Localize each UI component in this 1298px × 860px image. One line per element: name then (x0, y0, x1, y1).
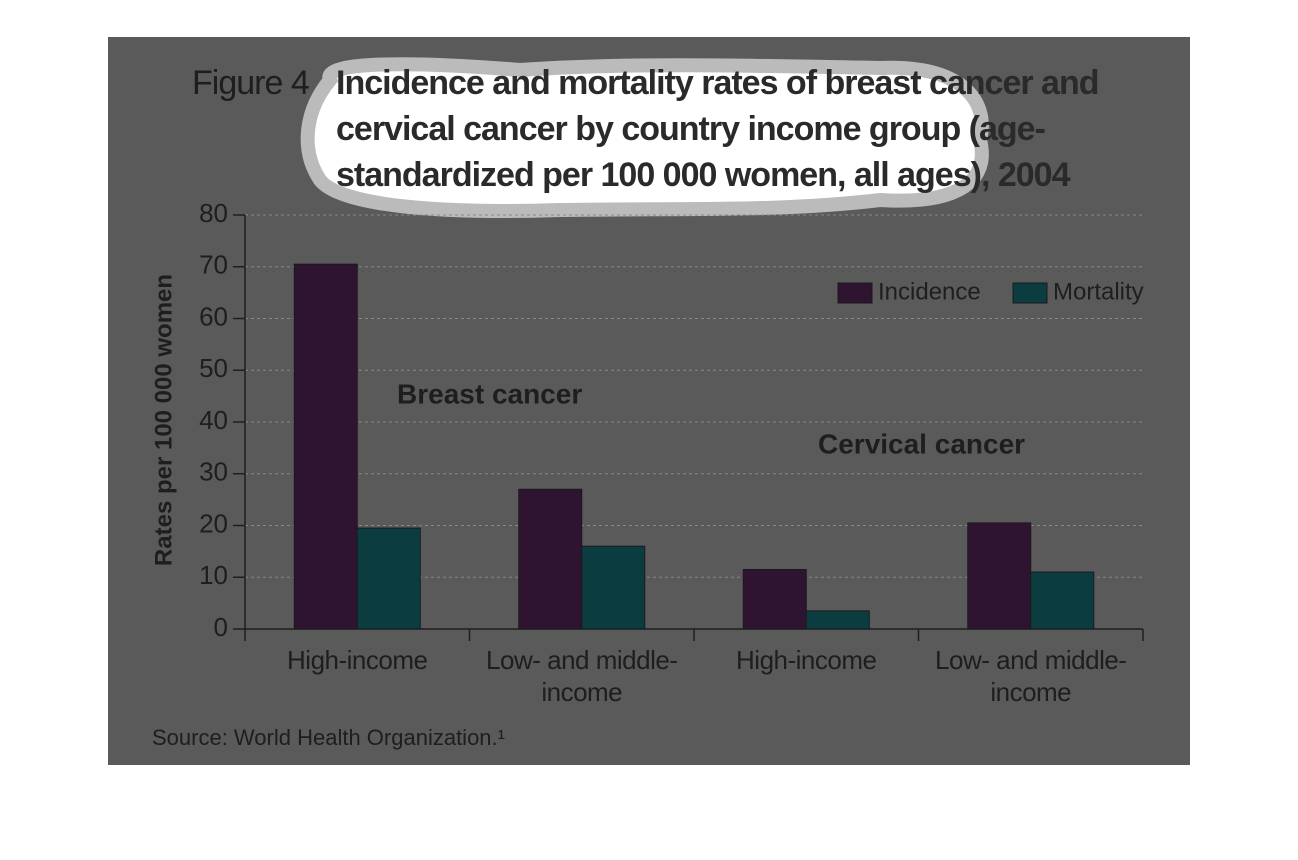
x-tick-label: Low- and middle-income (935, 645, 1127, 707)
y-axis-label: Rates per 100 000 women (150, 274, 177, 566)
highlight-blob (300, 57, 989, 218)
group-label: Breast cancer (397, 378, 582, 409)
legend-swatch (837, 282, 873, 304)
legend-label: Mortality (1053, 278, 1144, 305)
y-tick-label: 0 (214, 612, 228, 642)
y-tick-label: 70 (199, 250, 228, 280)
x-tick-label: High-income (287, 645, 428, 675)
y-tick-label: 60 (199, 301, 228, 331)
bar (356, 527, 421, 630)
bar (293, 263, 358, 630)
source: Source: World Health Organization.¹ (152, 725, 505, 750)
bar (805, 610, 870, 630)
bar (742, 568, 807, 630)
y-tick-label: 10 (199, 560, 228, 590)
x-tick-label: Low- and middle-income (486, 645, 678, 707)
legend-swatch (1012, 282, 1048, 304)
bar (518, 488, 583, 630)
chart-title: Incidence and mortality rates of breast … (336, 64, 1100, 194)
x-tick-label: High-income (736, 645, 877, 675)
y-tick-label: 20 (199, 508, 228, 538)
figure-label: Figure 4 (192, 64, 310, 102)
y-tick-label: 50 (199, 353, 228, 383)
y-tick-label: 40 (199, 405, 228, 435)
y-tick-label: 80 (199, 198, 228, 228)
bar (1030, 571, 1095, 630)
group-label: Cervical cancer (818, 428, 1025, 459)
bar (581, 545, 646, 630)
bar (967, 522, 1032, 630)
legend-label: Incidence (878, 278, 981, 305)
y-tick-label: 30 (199, 457, 228, 487)
